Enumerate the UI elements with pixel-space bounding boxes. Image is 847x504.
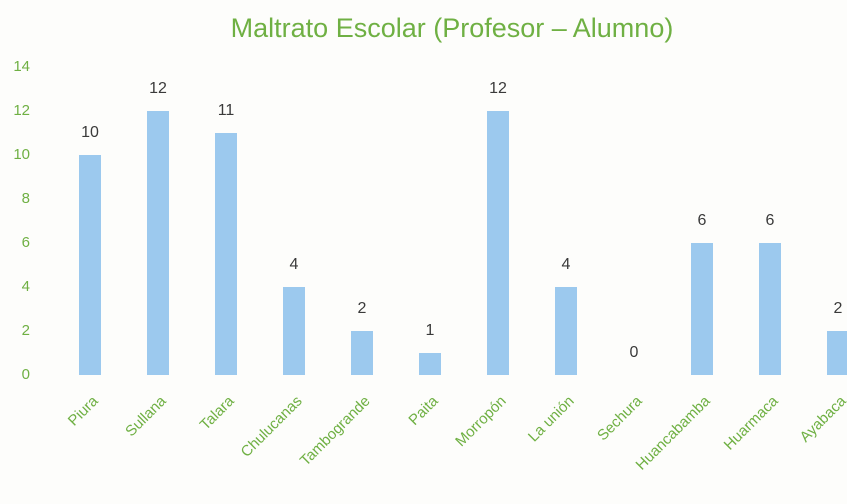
data-label: 12 xyxy=(489,80,507,97)
x-tick-label: Chulucanas xyxy=(238,393,306,461)
bar xyxy=(215,133,237,375)
x-tick-label: Paita xyxy=(405,392,442,429)
x-tick-label: Sullana xyxy=(122,392,170,440)
x-tick-label: Morropón xyxy=(452,393,509,450)
bar xyxy=(147,111,169,375)
y-tick-label: 0 xyxy=(22,366,30,383)
bar xyxy=(555,287,577,375)
bar xyxy=(79,155,101,375)
x-tick-label: Talara xyxy=(197,392,238,433)
data-label: 1 xyxy=(426,322,435,339)
bar xyxy=(691,243,713,375)
data-label: 2 xyxy=(358,300,367,317)
y-tick-label: 4 xyxy=(22,278,30,295)
data-label: 6 xyxy=(698,212,707,229)
data-label: 2 xyxy=(834,300,843,317)
bar xyxy=(283,287,305,375)
data-label: 10 xyxy=(81,124,99,141)
x-tick-label: Huarmaca xyxy=(721,392,782,453)
x-tick-label: La unión xyxy=(525,393,578,446)
bar xyxy=(351,331,373,375)
bar xyxy=(419,353,441,375)
data-label: 4 xyxy=(562,256,571,273)
y-tick-label: 10 xyxy=(13,146,30,163)
x-tick-label: Ayabaca xyxy=(797,392,847,446)
data-label: 6 xyxy=(766,212,775,229)
bar xyxy=(487,111,509,375)
bar xyxy=(759,243,781,375)
x-tick-label: Sechura xyxy=(594,392,646,444)
y-tick-label: 12 xyxy=(13,102,30,119)
data-label: 4 xyxy=(290,256,299,273)
y-tick-label: 6 xyxy=(22,234,30,251)
x-tick-label: Tambogrande xyxy=(297,393,374,470)
data-label: 11 xyxy=(218,102,235,119)
data-label: 0 xyxy=(630,344,639,361)
bar xyxy=(827,331,847,375)
x-tick-label: Piura xyxy=(65,392,102,429)
y-tick-label: 14 xyxy=(13,58,30,75)
data-label: 12 xyxy=(149,80,167,97)
y-tick-label: 2 xyxy=(22,322,30,339)
chart-title: Maltrato Escolar (Profesor – Alumno) xyxy=(231,13,674,43)
y-tick-label: 8 xyxy=(22,190,30,207)
